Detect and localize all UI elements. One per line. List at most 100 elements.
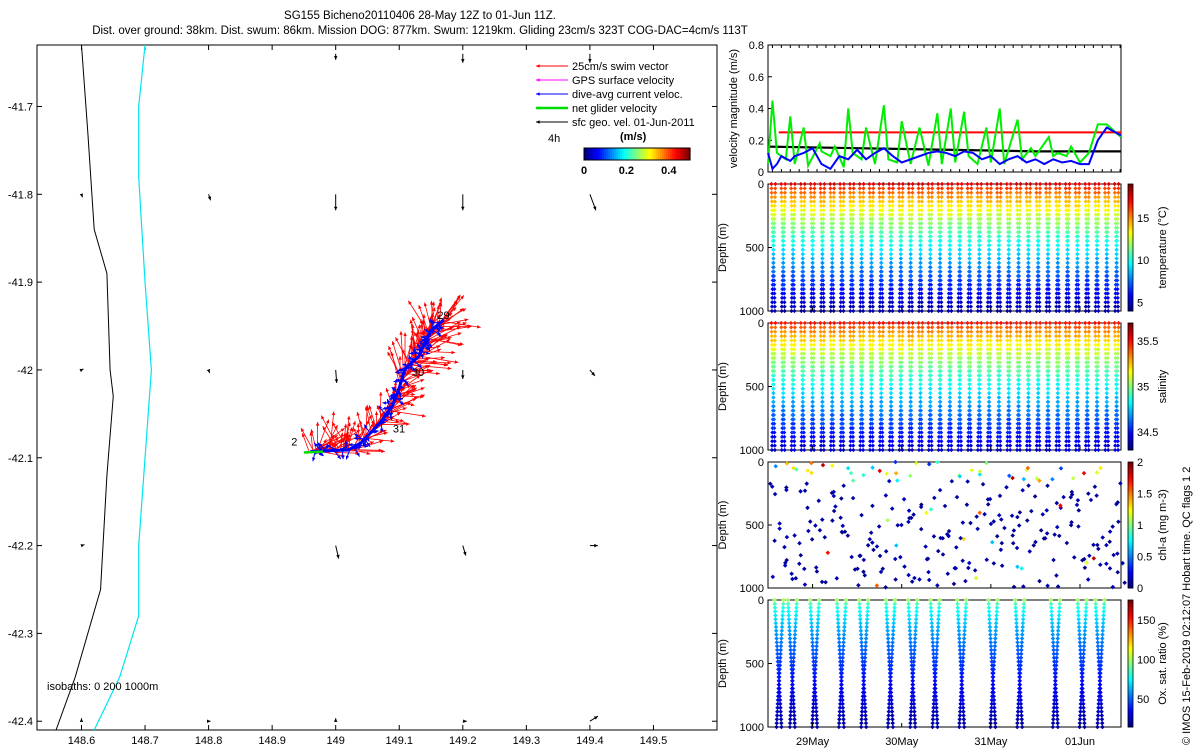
dive-avg-current-arrow-head [391, 387, 396, 391]
colorbar-segment [600, 148, 603, 160]
swim-vector-arrow-head [460, 295, 464, 300]
swim-vector-arrow-head [428, 368, 433, 373]
isobaths-label: isobaths: 0 200 1000m [47, 681, 158, 693]
legend-entry: sfc geo. vel. 01-Jun-2011 [572, 117, 695, 129]
legend-arrow-head [536, 64, 540, 68]
swim-vector-arrow-head [437, 348, 442, 352]
swim-vector-arrow-head [429, 300, 434, 305]
swim-vector-arrow-head [420, 394, 425, 398]
swim-vector-arrow-head [467, 325, 472, 329]
swim-vector-arrow-head [332, 422, 336, 427]
swim-vector-arrow-head [419, 319, 424, 324]
swim-vector-arrow [424, 332, 462, 345]
swim-vector-arrow-head [343, 423, 348, 428]
sfc-velocity-arrow-head [588, 59, 592, 63]
sfc-velocity-arrow-head [336, 554, 340, 559]
swim-vector-arrow-head [412, 317, 416, 322]
dive-avg-current-arrow-head [408, 355, 412, 360]
dive-avg-current-arrow-head [389, 412, 394, 417]
swim-vector-arrow-head [415, 332, 419, 337]
dive-avg-current-arrow-head [382, 401, 387, 405]
sfc-velocity-arrow-head [461, 375, 465, 379]
map-ytick-label: -42 [17, 365, 33, 377]
swim-vector-arrow-head [379, 440, 384, 444]
swim-vector-arrow-head [436, 314, 441, 319]
dive-avg-current-arrow-head [404, 381, 409, 386]
swim-vector-arrow-head [356, 423, 361, 428]
map-ytick-label: -42.1 [8, 453, 33, 465]
dive-avg-current-arrow-head [397, 368, 402, 372]
section-ytick-label: 1000 [740, 306, 764, 318]
colorbar-segment [618, 148, 621, 160]
swim-vector-arrow-head [395, 419, 400, 423]
dive-avg-current-arrow-head [424, 329, 429, 333]
section-colorbar-label: temperature (°C) [1157, 206, 1169, 288]
swim-vector-arrow-head [421, 414, 426, 418]
dive-avg-current-arrow-head [429, 318, 433, 323]
dive-avg-current-arrow-head [411, 367, 416, 371]
dive-avg-current-arrow-head [314, 442, 318, 447]
swim-vector-arrow-head [365, 419, 370, 424]
sfc-velocity-arrow-head [333, 56, 338, 60]
swim-vector-arrow [300, 427, 316, 454]
swim-vector-arrow [366, 437, 395, 442]
dive-avg-current-arrow-head [345, 455, 350, 460]
map-xtick-label: 148.7 [131, 735, 159, 747]
swim-vector-arrow [401, 364, 431, 383]
colorbar-segment [594, 148, 597, 160]
section-ytick-label: 0 [758, 318, 764, 330]
swim-vector-arrow [356, 411, 365, 438]
legend-entry: net glider velocity [572, 103, 657, 115]
swim-vector-arrow-head [301, 427, 305, 432]
dive-avg-current-arrow-head [378, 420, 383, 424]
colorbar-tick: 0.2 [619, 165, 634, 177]
swim-vector-arrow-head [456, 326, 461, 330]
section-ytick-label: 0 [758, 179, 764, 191]
sfc-velocity-arrow-head [333, 718, 338, 722]
sfc-velocity-arrow-head [79, 718, 84, 722]
swim-vector-arrow-head [378, 448, 383, 453]
dive-avg-current-arrow-head [337, 455, 341, 460]
colorbar-segment [610, 148, 613, 160]
dive-avg-current-arrow-head [319, 452, 324, 456]
section-ylabel: Depth (m) [717, 362, 729, 411]
dive-avg-current-arrow-head [344, 440, 348, 445]
swim-vector-arrow-head [370, 423, 375, 428]
swim-vector-arrow-head [321, 415, 325, 420]
swim-vector-arrow-head [346, 434, 351, 439]
colorbar-segment [588, 148, 591, 160]
swim-vector-arrow [316, 437, 352, 452]
swim-vector-arrow-head [391, 341, 396, 346]
dive-avg-current-arrow-head [382, 406, 387, 410]
sfc-velocity-arrow-head [79, 368, 84, 373]
swim-vector-arrow [436, 319, 469, 326]
swim-vector-arrow-head [459, 342, 464, 346]
net-velocity-arrow-head [303, 450, 308, 455]
dive-avg-current-arrow-head [421, 338, 426, 342]
swim-vector-arrow-head [411, 392, 416, 397]
dive-avg-current-arrow-head [364, 424, 368, 429]
dive-avg-current-arrow-head [397, 391, 402, 396]
colorbar-segment [592, 148, 595, 160]
swim-vector-arrow-head [395, 337, 399, 342]
swim-vector-arrow-head [420, 395, 424, 399]
swim-vector-arrow-head [446, 339, 451, 343]
dive-avg-current-arrow-head [416, 347, 421, 352]
dive-avg-current-arrow-head [348, 442, 353, 447]
dive-avg-current-arrow-head [421, 334, 425, 339]
velocity-ytick-label: 0 [758, 167, 764, 179]
velocity-ytick-label: 0.8 [749, 40, 764, 52]
swim-vector-arrow-head [417, 324, 421, 329]
dive-avg-current-arrow-head [400, 367, 404, 372]
dive-avg-current-arrow-head [410, 357, 414, 361]
day-label: 29 [437, 310, 449, 322]
swim-vector-arrow [407, 300, 429, 333]
swim-vector-arrow-head [356, 411, 360, 416]
swim-vector-arrow-head [448, 312, 453, 317]
swim-vector-arrow-head [391, 389, 396, 394]
colorbar-segment [590, 148, 593, 160]
swim-vector-arrow-head [331, 411, 336, 416]
swim-vector-arrow-head [412, 398, 417, 402]
dive-avg-current-arrow-head [389, 393, 394, 397]
